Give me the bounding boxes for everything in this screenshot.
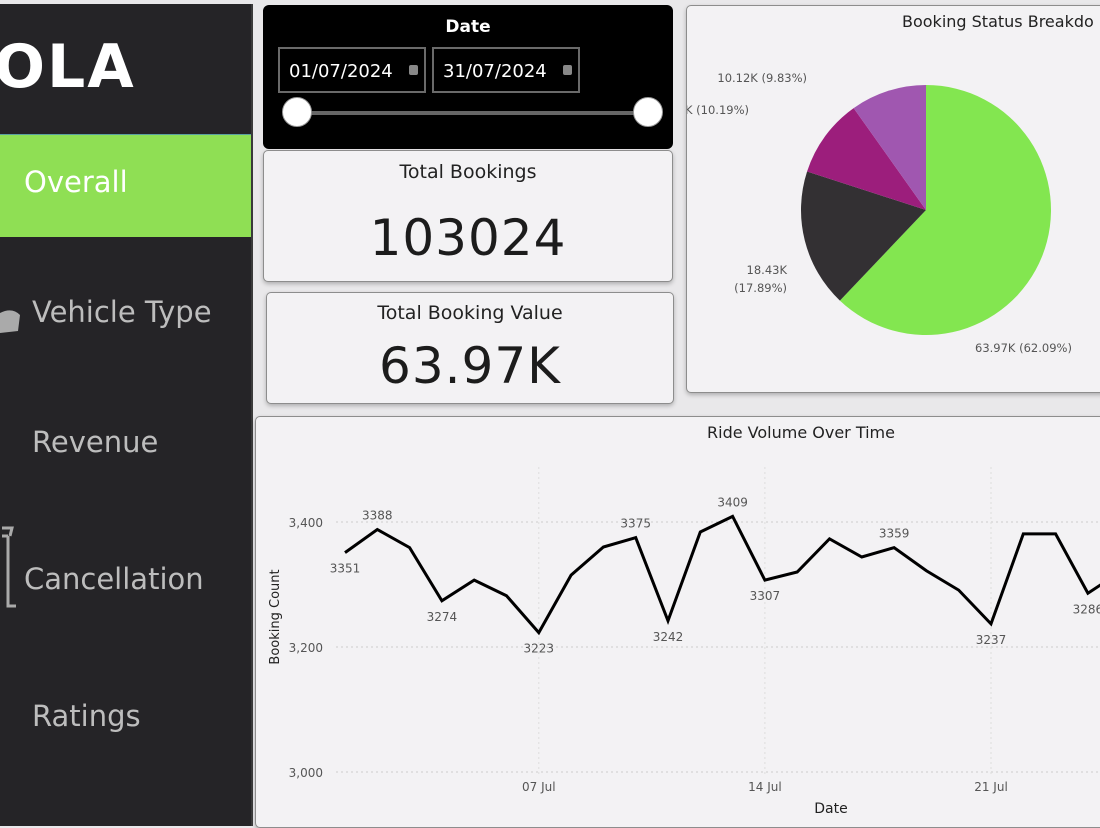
- ride-volume-line-chart: Ride Volume Over Time Date Booking Count…: [268, 423, 1100, 817]
- pie-data-label: 10.12K (9.83%): [717, 71, 807, 85]
- sidebar-item-label: Vehicle Type: [32, 295, 212, 329]
- x-tick-label: 14 Jul: [748, 780, 782, 794]
- total-bookings-card: Total Bookings 103024: [263, 150, 673, 282]
- y-tick-label: 3,200: [289, 641, 323, 655]
- pie-slice: [807, 108, 926, 210]
- line-data-label: 3223: [524, 642, 555, 656]
- cancellation-icon: [2, 526, 16, 608]
- kpi-label: Total Bookings: [399, 161, 537, 183]
- booking-status-pie-chart: Booking Status Breakdo 63.97K (62.09%) 18…: [687, 12, 1094, 355]
- sidebar-item-label: Ratings: [32, 699, 141, 733]
- pie-data-label: 18.43K: [747, 263, 788, 277]
- booking-status-pie-panel: Booking Status Breakdo 63.97K (62.09%) 18…: [686, 5, 1100, 393]
- line-data-label: 3307: [750, 589, 781, 603]
- calendar-icon[interactable]: [409, 65, 418, 75]
- total-booking-value-card: Total Booking Value 63.97K: [266, 292, 674, 404]
- sidebar-item-label: Revenue: [32, 425, 159, 459]
- x-axis-label: Date: [814, 801, 847, 817]
- date-range-end-handle[interactable]: [633, 97, 663, 127]
- sidebar: OLA Overall Vehicle Type Revenue Cancell…: [0, 4, 253, 826]
- pie-slice: [853, 85, 926, 210]
- car-icon: [0, 310, 20, 333]
- ride-volume-line: [344, 514, 1100, 636]
- line-data-label: 3286: [1073, 602, 1100, 616]
- line-data-label: 3242: [653, 630, 684, 644]
- line-data-label: 3237: [976, 633, 1007, 647]
- calendar-icon[interactable]: [563, 65, 572, 75]
- ola-logo: OLA: [0, 32, 136, 102]
- pie-slice: [839, 85, 1051, 335]
- line-data-label: 3388: [362, 509, 393, 523]
- line-data-label: 3409: [717, 495, 748, 509]
- sidebar-item-overall[interactable]: Overall: [0, 134, 251, 237]
- y-tick-label: 3,400: [289, 516, 323, 530]
- date-range-start-handle[interactable]: [282, 97, 312, 127]
- line-data-label: 3359: [879, 527, 910, 541]
- sidebar-item-revenue[interactable]: Revenue: [0, 422, 251, 472]
- y-tick-label: 3,000: [289, 766, 323, 780]
- sidebar-item-vehicle-type[interactable]: Vehicle Type: [0, 289, 251, 339]
- kpi-value: 103024: [369, 209, 567, 267]
- kpi-value: 63.97K: [379, 337, 561, 395]
- sidebar-item-label: Cancellation: [24, 562, 204, 596]
- date-range-track[interactable]: [295, 111, 647, 115]
- sidebar-item-label: Overall: [24, 165, 128, 199]
- pie-data-label: 63.97K (62.09%): [975, 341, 1072, 355]
- line-data-label: 3375: [620, 517, 651, 531]
- x-tick-label: 21 Jul: [974, 780, 1008, 794]
- pie-data-label: (17.89%): [734, 281, 787, 295]
- y-axis-label: Booking Count: [268, 569, 283, 664]
- start-date-input[interactable]: 01/07/2024: [278, 47, 426, 93]
- date-slicer-title: Date: [445, 17, 491, 37]
- line-data-label: 3351: [330, 562, 361, 576]
- sidebar-item-cancellation[interactable]: Cancellation: [0, 522, 251, 612]
- pie-slice: [801, 171, 926, 301]
- line-data-label: 3274: [427, 610, 458, 624]
- kpi-label: Total Booking Value: [377, 302, 563, 324]
- date-slicer: Date 01/07/2024 31/07/2024: [263, 5, 673, 149]
- ride-volume-panel: Ride Volume Over Time Date Booking Count…: [255, 416, 1100, 828]
- x-tick-label: 07 Jul: [522, 780, 556, 794]
- pie-title: Booking Status Breakdo: [902, 12, 1094, 31]
- pie-data-label: 10.5K (10.19%): [687, 103, 749, 117]
- end-date-input[interactable]: 31/07/2024: [432, 47, 580, 93]
- sidebar-item-ratings[interactable]: Ratings: [0, 696, 251, 746]
- line-title: Ride Volume Over Time: [707, 423, 895, 442]
